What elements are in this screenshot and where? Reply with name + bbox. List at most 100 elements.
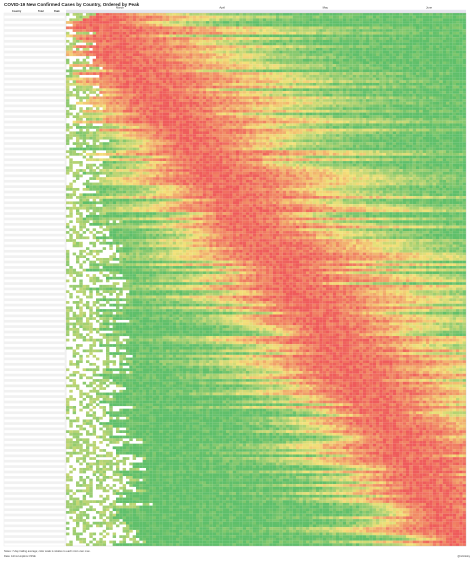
- heatmap-cell: [126, 56, 130, 59]
- heatmap-cell: [66, 104, 70, 108]
- heatmap-cell: [96, 88, 100, 92]
- heatmap-cell: [102, 64, 107, 67]
- heatmap-cell: [209, 82, 213, 86]
- heatmap-cell: [152, 42, 157, 46]
- heatmap-cell: [362, 61, 367, 65]
- heatmap-cell: [382, 101, 387, 105]
- heatmap-cell: [116, 69, 120, 73]
- heatmap-cell: [442, 88, 447, 92]
- heatmap-cell: [119, 74, 123, 78]
- heatmap-cell: [106, 88, 110, 92]
- heatmap-cell: [102, 37, 107, 40]
- heatmap-cell: [136, 96, 140, 100]
- heatmap-cell: [382, 39, 387, 43]
- heatmap-cell: [422, 120, 427, 124]
- heatmap-cell: [259, 31, 263, 35]
- heatmap-cell: [116, 18, 120, 22]
- heatmap-cell: [256, 18, 260, 22]
- heatmap-cell: [272, 56, 277, 59]
- heatmap-cell: [116, 15, 120, 19]
- heatmap-cell: [156, 123, 160, 127]
- heatmap-cell: [296, 69, 300, 73]
- heatmap-cell: [462, 64, 467, 67]
- heatmap-cell: [326, 34, 330, 38]
- heatmap-cell: [379, 93, 383, 97]
- heatmap-cell: [92, 82, 97, 86]
- heatmap-cell: [156, 64, 160, 67]
- heatmap-cell: [299, 23, 303, 27]
- heatmap-cell: [359, 107, 363, 110]
- heatmap-cell: [122, 56, 127, 59]
- heatmap-cell: [89, 82, 93, 86]
- heatmap-cell: [402, 61, 407, 65]
- heatmap-cell: [292, 37, 297, 40]
- heatmap-cell: [79, 45, 83, 49]
- heatmap-cell: [306, 99, 310, 102]
- heatmap-cell: [222, 42, 227, 46]
- heatmap-cell: [436, 115, 440, 119]
- heatmap-cell: [126, 104, 130, 108]
- heatmap-cell: [289, 112, 293, 116]
- heatmap-cell: [209, 101, 213, 105]
- heatmap-cell: [279, 50, 283, 54]
- heatmap-cell: [406, 42, 410, 46]
- heatmap-cell: [319, 85, 323, 89]
- heatmap-cell: [422, 109, 427, 113]
- heatmap-cell: [356, 42, 360, 46]
- heatmap-cell: [209, 56, 213, 59]
- heatmap-cell: [446, 37, 450, 40]
- heatmap-cell: [402, 56, 407, 59]
- heatmap-cell: [212, 85, 217, 89]
- heatmap-cell: [239, 82, 243, 86]
- heatmap-cell: [276, 21, 280, 24]
- heatmap-cell: [296, 29, 300, 32]
- heatmap-cell: [399, 39, 403, 43]
- heatmap-cell: [399, 29, 403, 32]
- heatmap-cell: [196, 26, 200, 30]
- heatmap-cell: [432, 61, 437, 65]
- heatmap-cell: [346, 104, 350, 108]
- heatmap-cell: [302, 61, 307, 65]
- heatmap-cell: [386, 26, 390, 30]
- heatmap-cell: [189, 37, 193, 40]
- heatmap-cell: [209, 117, 213, 121]
- heatmap-cell: [359, 72, 363, 75]
- heatmap-cell: [226, 120, 230, 124]
- heatmap-cell: [356, 77, 360, 81]
- heatmap-cell: [442, 47, 447, 51]
- heatmap-cell: [286, 88, 290, 92]
- heatmap-cell: [369, 45, 373, 49]
- heatmap-cell: [309, 13, 313, 16]
- heatmap-cell: [442, 61, 447, 65]
- heatmap-cell: [436, 77, 440, 81]
- heatmap-cell: [382, 107, 387, 110]
- heatmap-cell: [212, 37, 217, 40]
- heatmap-cell: [296, 45, 300, 49]
- row-label-stripe: [4, 136, 65, 140]
- heatmap-cell: [162, 72, 167, 75]
- heatmap-cell: [412, 91, 417, 94]
- heatmap-cell: [69, 91, 73, 94]
- heatmap-cell: [239, 99, 243, 102]
- heatmap-cell: [336, 112, 340, 116]
- heatmap-cell: [199, 104, 203, 108]
- heatmap-cell: [86, 64, 90, 67]
- heatmap-cell: [239, 85, 243, 89]
- heatmap-cell: [262, 109, 267, 113]
- heatmap-cell: [382, 58, 387, 62]
- heatmap-cell: [119, 39, 123, 43]
- heatmap-cell: [442, 69, 447, 73]
- heatmap-cell: [122, 77, 127, 81]
- heatmap-cell: [99, 117, 103, 121]
- heatmap-cell: [172, 117, 177, 121]
- heatmap-cell: [182, 96, 187, 100]
- heatmap-cell: [222, 15, 227, 19]
- heatmap-cell: [129, 80, 133, 84]
- heatmap-cell: [269, 58, 273, 62]
- heatmap-cell: [336, 15, 340, 19]
- heatmap-cell: [276, 56, 280, 59]
- heatmap-cell: [179, 21, 183, 24]
- heatmap-cell: [302, 53, 307, 57]
- heatmap-cell: [72, 120, 77, 124]
- heatmap-cell: [89, 99, 93, 102]
